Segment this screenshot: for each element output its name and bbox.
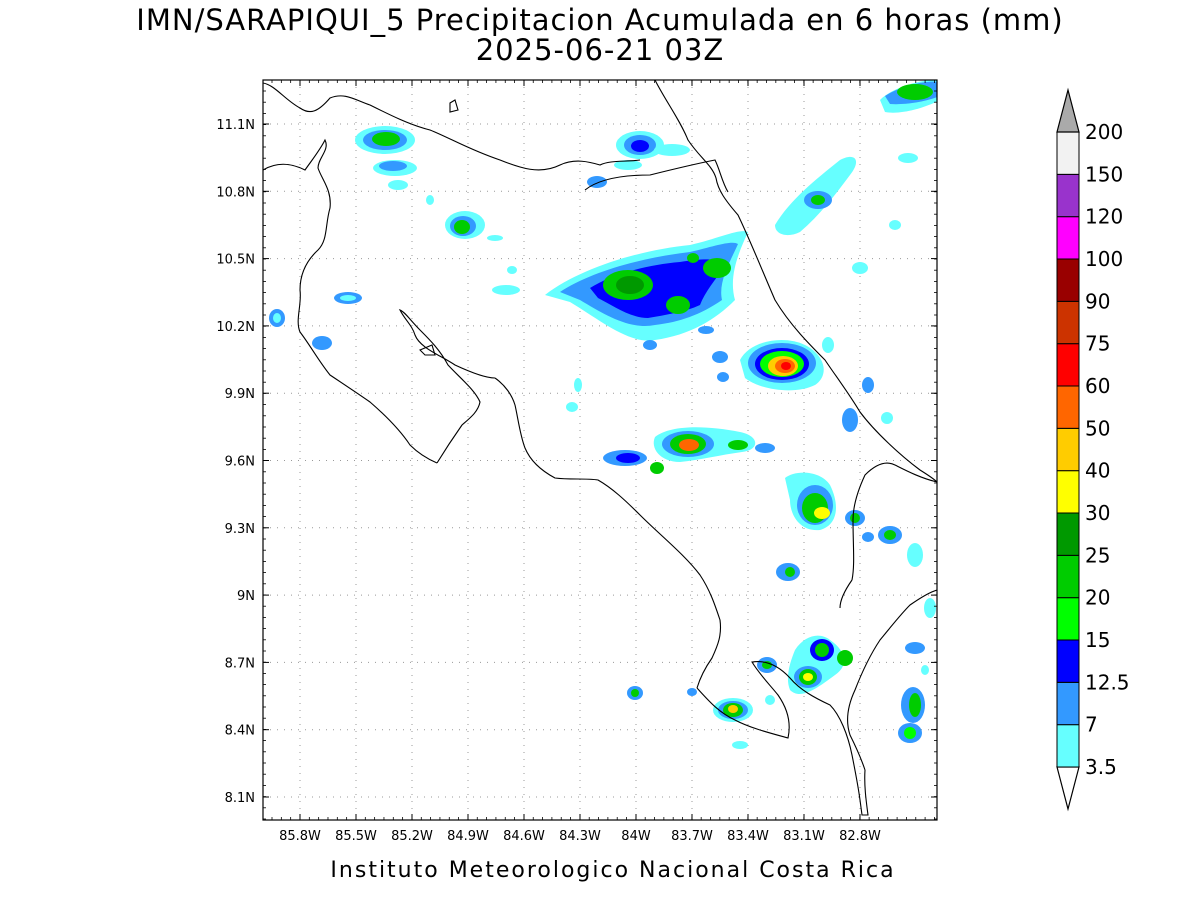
caribbean-coast-north [584,159,729,193]
colorbar-level-label: 200 [1085,120,1123,144]
coastline-and-borders [263,80,937,816]
rainfall-field [263,80,937,816]
x-tick-label: 82.8W [839,829,881,844]
colorbar-level-label: 40 [1085,459,1110,483]
colorbar-swatch [1056,681,1080,726]
y-tick-label: 9.3N [225,522,255,537]
rain-cell-southeast [776,377,936,618]
colorbar-swatch [1056,258,1080,302]
rain-cell-caribbean-coast [712,337,834,391]
rain-cell-south [627,635,929,749]
colorbar-level-label: 50 [1085,416,1110,440]
footer-credit: Instituto Meteorologico Nacional Costa R… [330,858,895,883]
x-tick-label: 84.6W [503,829,545,844]
x-tick-label: 83.1W [783,829,825,844]
colorbar-level-label: 75 [1085,332,1110,356]
y-tick-label: 10.8N [216,185,255,200]
nicaragua-border-north [263,82,641,171]
y-tick-label: 10.5N [216,253,255,268]
colorbar-swatch [1056,554,1080,599]
colorbar-upper-arrow [1056,87,1080,133]
x-tick-label: 84W [621,829,651,844]
x-tick-label: 84.9W [447,829,489,844]
colorbar-level-label: 15 [1085,628,1110,652]
colorbar-level-label: 60 [1085,374,1110,398]
y-tick-label: 11.1N [216,118,255,133]
y-tick-label: 8.7N [225,656,255,671]
colorbar-swatch [1056,639,1080,683]
colorbar-swatch [1056,512,1080,556]
map-frame [262,79,938,821]
y-tick-label: 9.6N [225,455,255,470]
pacific-coast-guanacaste [263,138,438,464]
colorbar-level-label: 90 [1085,289,1110,313]
rain-cell-west [269,292,362,350]
longitude-axis: 85.8W 85.5W 85.2W 84.9W 84.6W 84.3W 84W 83.7W 83… [271,80,935,844]
colorbar-level-label: 150 [1085,162,1123,186]
y-tick-label: 8.4N [225,724,255,739]
colorbar-swatch [1056,427,1080,472]
colorbar-swatch [1056,131,1080,175]
colorbar-level-label: 3.5 [1085,755,1117,779]
y-tick-label: 9.9N [225,387,255,402]
x-tick-label: 85.2W [391,829,433,844]
x-tick-label: 85.5W [335,829,377,844]
colorbar-swatch [1056,300,1080,345]
x-tick-label: 85.8W [279,829,321,844]
map-plot-area: 85.8W 85.5W 85.2W 84.9W 84.6W 84.3W 84W 83.7W 83… [216,79,938,844]
colorbar-level-label: 30 [1085,501,1110,525]
colorbar-level-label: 20 [1085,586,1110,610]
latitude-axis: 11.1N 10.8N 10.5N 10.2N 9.9N 9.6N 9.3N 9N 8.7N 8.… [216,90,937,820]
y-tick-label: 9N [237,589,255,604]
osa-peninsula [696,661,869,816]
rain-cell-northwest [355,126,417,190]
colorbar-swatch [1056,724,1080,768]
title-line-2: 2025-06-21 03Z [476,33,725,67]
panama-border [839,462,937,771]
y-tick-label: 10.2N [216,320,255,335]
rain-cell-north-coast [587,131,690,188]
x-tick-label: 83.7W [671,829,713,844]
x-tick-label: 84.3W [559,829,601,844]
island-nicoya [419,344,436,356]
colorbar-level-label: 7 [1085,713,1098,737]
colorbar-swatch [1056,343,1080,387]
colorbar-level-label: 100 [1085,247,1123,271]
colorbar-swatch [1056,470,1080,514]
rain-cell-north-central [426,195,503,241]
colorbar-swatch [1056,173,1080,218]
colorbar-level-label: 120 [1085,205,1123,229]
rain-band-central [492,231,748,350]
colorbar-swatch [1056,597,1080,641]
title-line-1: IMN/SARAPIQUI_5 Precipitacion Acumulada … [136,3,1063,37]
colorbar-level-label: 12.5 [1085,670,1130,694]
rain-cell-central-valley [566,378,775,474]
gulf-of-nicoya-coast [398,308,496,464]
rain-cell-northeast [775,80,937,274]
lake-fragment [449,99,459,113]
x-tick-label: 83.4W [727,829,769,844]
nicaragua-mainland-coast [654,80,937,483]
colorbar-lower-arrow [1056,766,1080,812]
colorbar-legend: 3.5 7 12.5 15 20 25 30 40 50 60 75 90 100 120 150 200 [1056,87,1130,812]
rain-cells [269,80,937,749]
colorbar-swatch [1056,216,1080,260]
colorbar-level-label: 25 [1085,543,1110,567]
pacific-coast-central [494,377,722,689]
colorbar-swatch [1056,385,1080,429]
y-tick-label: 8.1N [225,791,255,806]
